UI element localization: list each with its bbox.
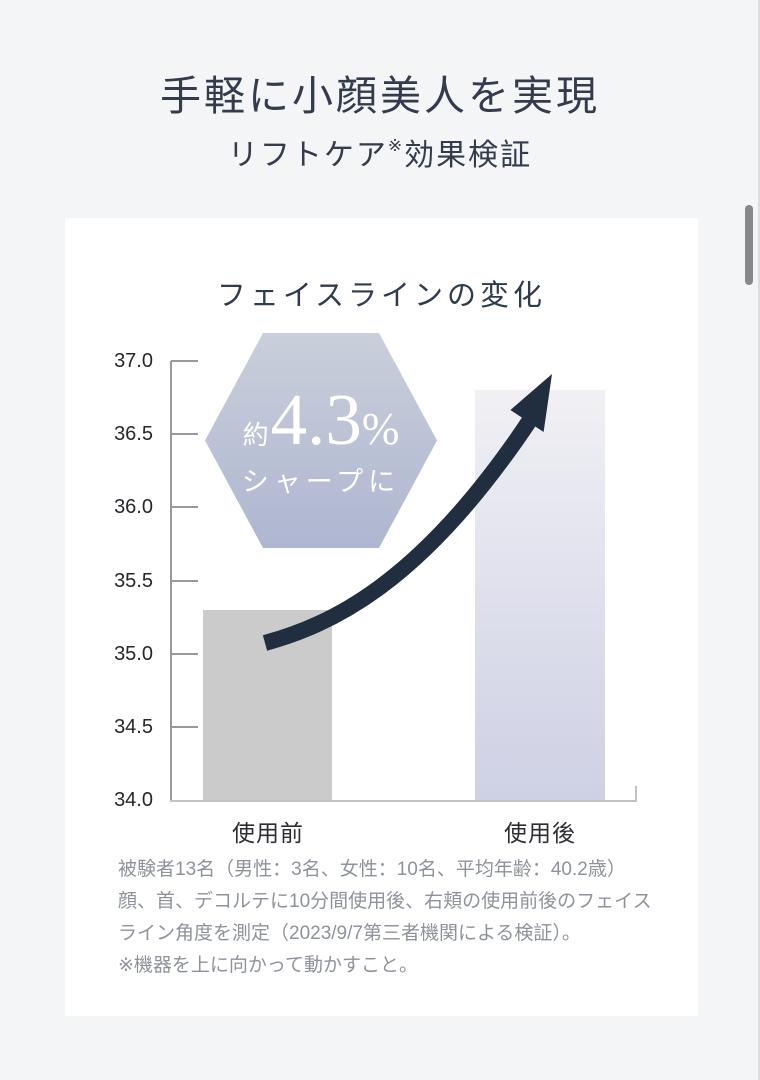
scrollbar-thumb[interactable]: [745, 205, 753, 285]
footnote-line: ※機器を上に向かって動かすこと。: [118, 955, 418, 976]
x-axis: [170, 800, 637, 802]
subtitle-suffix: 効果検証: [404, 139, 533, 172]
y-tick-label: 36.0: [114, 496, 153, 519]
category-label-before: 使用前: [232, 820, 304, 846]
category-label-after: 使用後: [504, 820, 576, 846]
y-tick-mark: [171, 506, 198, 509]
y-tick-label: 37.0: [114, 350, 153, 372]
footnote-line: 被験者13名（男性：3名、女性：10名、平均年齢：40.2歳）: [118, 859, 626, 880]
bar-after-use: [475, 390, 605, 800]
chart-title: フェイスラインの変化: [216, 280, 547, 312]
y-tick-mark: [171, 652, 198, 655]
hexagon-badge: 約 4.3 % シャープに: [205, 333, 437, 548]
y-tick-mark: [171, 360, 198, 362]
y-tick-mark: [171, 433, 198, 436]
y-tick-label: 35.5: [114, 569, 153, 592]
y-tick-label: 35.0: [114, 642, 153, 665]
y-tick-mark: [171, 579, 198, 582]
badge-caption: シャープに: [241, 466, 401, 497]
footnote: 被験者13名（男性：3名、女性：10名、平均年齢：40.2歳） 顔、首、デコルテ…: [118, 854, 658, 982]
subtitle-prefix: リフトケア: [227, 139, 388, 172]
y-tick-mark: [171, 725, 198, 728]
y-tick-label: 34.0: [114, 789, 153, 811]
window-right-edge: [758, 0, 760, 1080]
y-tick-label: 36.5: [114, 423, 153, 446]
badge-value: 4.3: [270, 378, 362, 460]
y-tick-label: 34.5: [114, 715, 153, 738]
footnote-line: ライン角度を測定（2023/9/7第三者機関による検証）。: [118, 923, 581, 944]
badge-prefix: 約: [242, 420, 269, 450]
badge-value-line: 約 4.3 %: [243, 383, 400, 456]
page-title: 手軽に小顔美人を実現: [160, 73, 600, 119]
page-subtitle: リフトケア※効果検証: [0, 130, 760, 174]
reference-mark: ※: [387, 136, 405, 155]
footnote-line: 顔、首、デコルテに10分間使用後、右頬の使用前後のフェイス: [118, 891, 652, 912]
bar-before-use: [203, 609, 332, 800]
x-axis-end-tick: [635, 786, 637, 800]
chart-card: フェイスラインの変化 37.0 36.5 36.0 35.5 35.0 34.5 34.0 …: [65, 218, 698, 1016]
badge-unit: %: [361, 403, 400, 454]
